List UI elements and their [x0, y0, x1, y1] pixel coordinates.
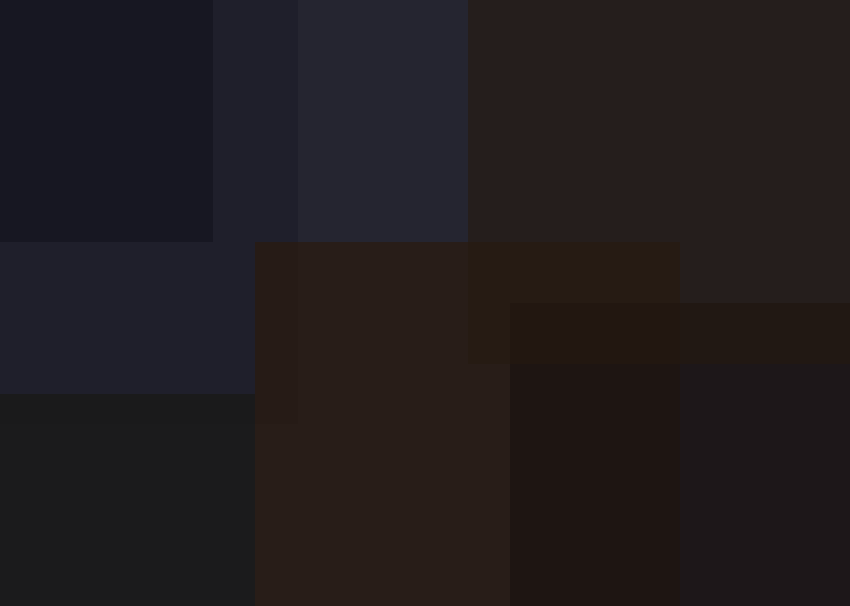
Polygon shape — [681, 18, 819, 88]
Polygon shape — [684, 53, 816, 85]
Polygon shape — [208, 421, 227, 561]
Polygon shape — [701, 208, 720, 561]
Text: 15,200 ZAR: 15,200 ZAR — [593, 175, 700, 193]
Polygon shape — [574, 218, 701, 561]
Polygon shape — [721, 57, 816, 61]
Polygon shape — [684, 21, 816, 53]
Polygon shape — [574, 208, 720, 218]
Polygon shape — [510, 303, 850, 606]
Text: salary: salary — [776, 11, 829, 25]
Polygon shape — [0, 0, 212, 242]
Polygon shape — [0, 0, 298, 424]
Text: explorer.com: explorer.com — [695, 11, 829, 25]
Polygon shape — [684, 50, 747, 56]
Text: +57%: +57% — [215, 262, 305, 290]
Polygon shape — [684, 21, 747, 85]
Text: 5,760 ZAR: 5,760 ZAR — [106, 388, 201, 405]
Polygon shape — [0, 394, 255, 606]
Text: Bachelor's
Degree: Bachelor's Degree — [603, 568, 691, 601]
Text: Electrical Service Technician: Electrical Service Technician — [13, 53, 309, 73]
Text: Salary Comparison By Education: Salary Comparison By Education — [13, 12, 570, 41]
Polygon shape — [319, 347, 465, 357]
Polygon shape — [81, 421, 227, 431]
Text: 9,040 ZAR: 9,040 ZAR — [343, 314, 440, 331]
Text: Average Monthly Salary: Average Monthly Salary — [836, 228, 847, 362]
Polygon shape — [446, 347, 465, 561]
Text: High School: High School — [103, 568, 205, 583]
Polygon shape — [255, 242, 680, 606]
Polygon shape — [319, 357, 446, 561]
Text: Certificate or
Diploma: Certificate or Diploma — [335, 568, 449, 601]
Polygon shape — [468, 0, 850, 364]
Text: South Africa: South Africa — [13, 92, 158, 112]
Polygon shape — [721, 45, 816, 49]
Text: +68%: +68% — [462, 105, 552, 133]
Polygon shape — [81, 431, 208, 561]
